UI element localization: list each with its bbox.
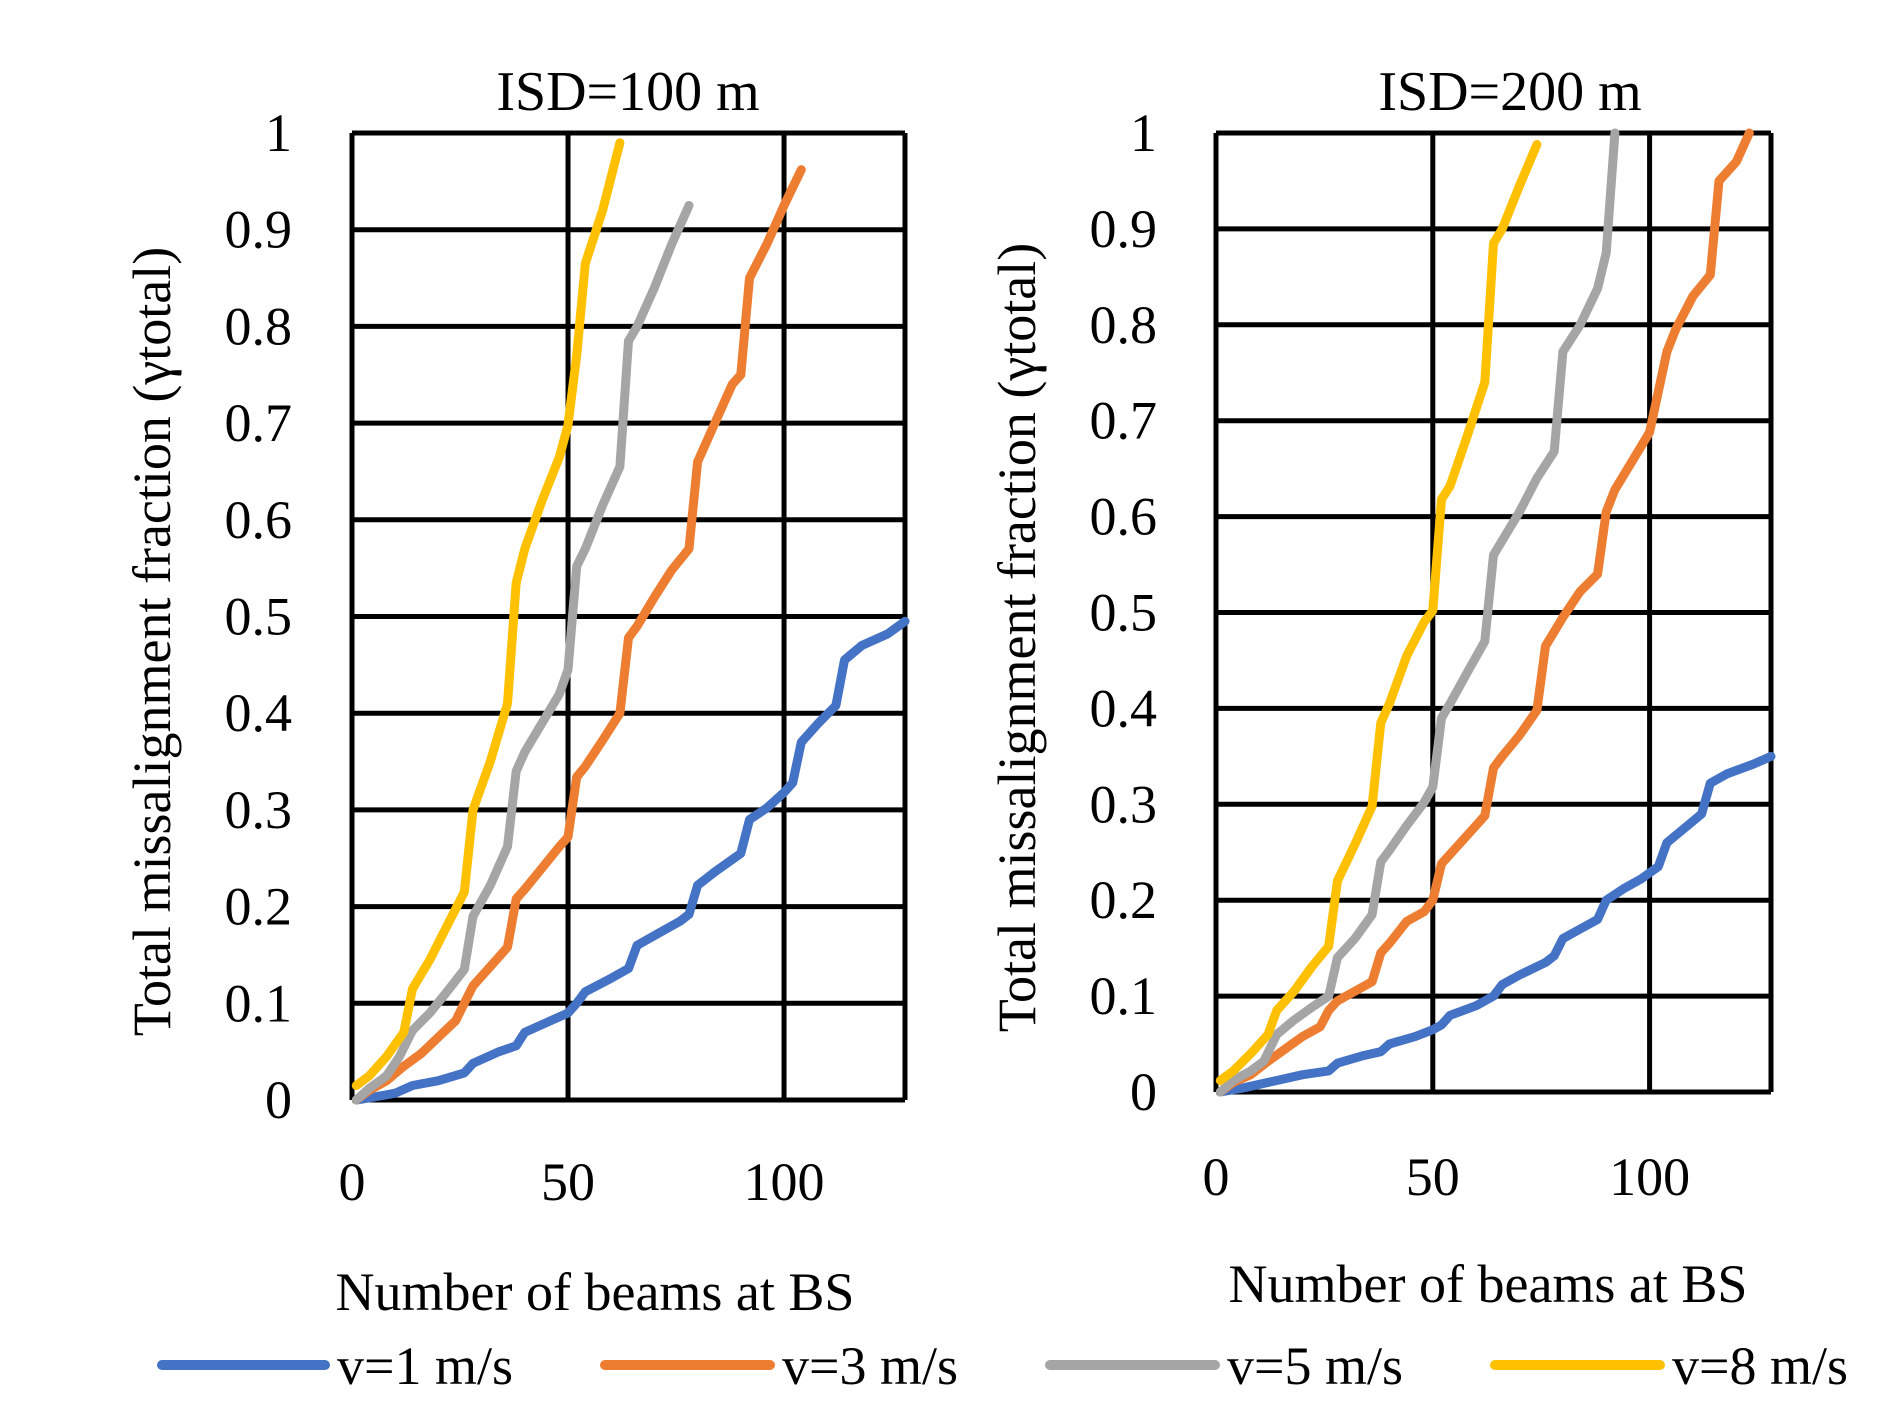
legend-item: v=5 m/s [1045,1336,1403,1396]
y-axis-title: Total missalignment fraction (γtotal) [122,247,182,1036]
chart-panel-1: 0 0.1 0.2 0.3 0.4 0.5 0.6 0.7 0.8 0.9 1 0 50 100 ISD=1… [122,61,910,1322]
x-tick-label: 100 [744,1152,825,1212]
x-tick-label: 100 [1609,1147,1690,1207]
chart-panels: 00.10.20.30.40.50.60.70.80.910 50 100ISD=1… [122,61,1776,1322]
series-line-v-8-m-s [1215,140,1542,1085]
y-tick-label: 0.1 [225,973,293,1033]
y-tick-label: 0.7 [1090,391,1158,451]
series-line-v-1-m-s [1215,751,1776,1097]
y-tick-label: 0.3 [1090,774,1158,834]
x-tick-label: 50 [541,1152,595,1212]
y-tick-label: 0.9 [1090,199,1158,259]
y-axis-title: Total missalignment fraction (γtotal) [987,243,1047,1032]
x-tick-label: 0 [339,1152,366,1212]
y-tick-label: 0.4 [1090,678,1158,738]
chart-title: ISD=200 m [1378,61,1641,123]
series-line-v-5-m-s [351,201,694,1105]
y-tick-label: 0.3 [225,780,293,840]
series-line-v-3-m-s [1215,128,1754,1097]
x-axis-title: Number of beams at BS [336,1262,855,1322]
y-tick-label: 0.7 [225,393,293,453]
chart-panel-2: 0 0.1 0.2 0.3 0.4 0.5 0.6 0.7 0.8 0.9 1 0 50 100 ISD=2… [987,61,1776,1314]
y-tick-label: 0.6 [225,490,293,550]
y-tick-label: 0 [1130,1062,1157,1122]
x-axis-title: Number of beams at BS [1229,1254,1748,1314]
chart-title: ISD=100 m [496,61,759,123]
series-line-v-8-m-s [351,138,625,1090]
legend-label: v=3 m/s [782,1336,958,1396]
y-tick-label: 0.2 [1090,870,1158,930]
series-line-v-3-m-s [351,165,806,1105]
y-tick-label: 0.5 [225,587,293,647]
series-line-v-5-m-s [1215,128,1620,1097]
y-tick-label: 0.8 [1090,295,1158,355]
x-tick-label: 0 [1203,1147,1230,1207]
y-tick-label: 0.5 [1090,583,1158,643]
x-tick-label: 50 [1406,1147,1460,1207]
y-tick-label: 0.9 [225,200,293,260]
y-tick-label: 0.2 [225,877,293,937]
legend-label: v=1 m/s [337,1336,513,1396]
legend: v=1 m/s v=3 m/s v=5 m/s v=8 m/s [157,1336,1848,1396]
y-tick-label: 0.6 [1090,487,1158,547]
legend-item: v=8 m/s [1490,1336,1848,1396]
y-tick-label: 0.8 [225,296,293,356]
series-line-v-1-m-s [351,616,910,1105]
y-tick-label: 0 [265,1070,292,1130]
legend-label: v=5 m/s [1227,1336,1403,1396]
y-tick-label: 1 [265,103,292,163]
legend-item: v=3 m/s [600,1336,958,1396]
y-tick-label: 1 [1130,103,1157,163]
legend-item: v=1 m/s [157,1336,513,1396]
y-tick-label: 0.1 [1090,966,1158,1026]
legend-label: v=8 m/s [1672,1336,1848,1396]
y-tick-label: 0.4 [225,683,293,743]
